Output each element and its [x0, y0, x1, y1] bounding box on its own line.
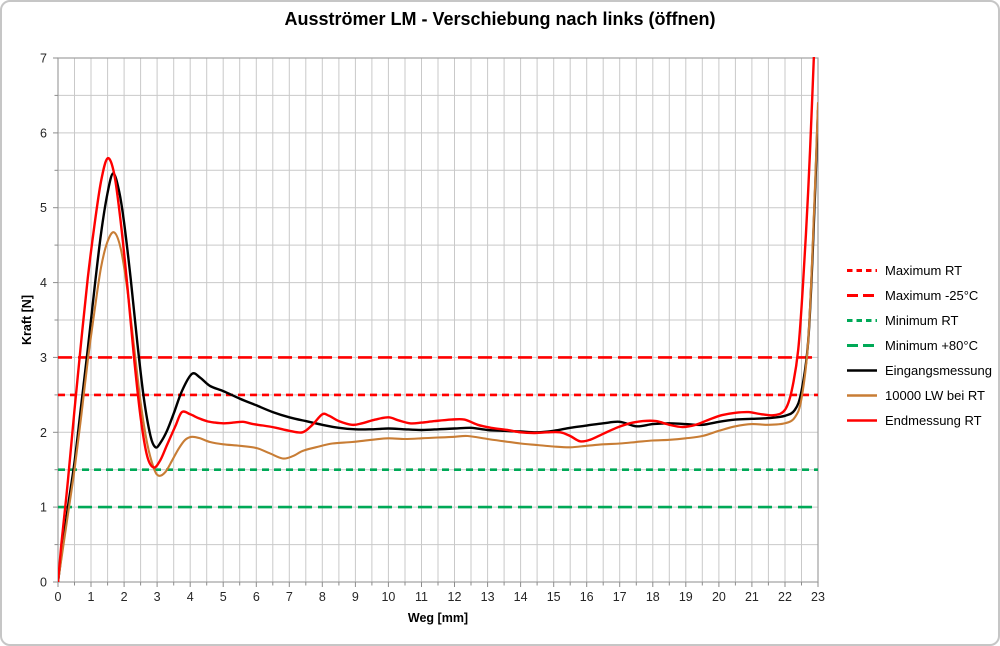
x-axis-title: Weg [mm] [407, 611, 469, 625]
axis-ticks [53, 57, 819, 587]
y-tick-label: 0 [40, 576, 47, 590]
y-tick-label: 4 [40, 276, 47, 290]
legend-marker-dashed-line [847, 319, 877, 322]
x-tick-label: 18 [646, 590, 660, 604]
x-tick-label: 4 [187, 590, 194, 604]
y-tick-label: 2 [40, 426, 47, 440]
x-tick-label: 22 [778, 590, 792, 604]
x-tick-label: 10 [381, 590, 395, 604]
series-line [58, 57, 816, 582]
y-tick-label: 3 [40, 351, 47, 365]
x-tick-label: 6 [253, 590, 260, 604]
chart-title: Ausströmer LM - Verschiebung nach links … [284, 9, 716, 29]
series-line [58, 109, 818, 582]
legend-item-minimum-plus80: Minimum +80°C [846, 333, 992, 358]
series-lines [58, 57, 818, 582]
y-tick-label: 7 [40, 52, 47, 66]
x-tick-label: 7 [286, 590, 293, 604]
legend-label: Maximum RT [885, 263, 963, 278]
x-tick-label: 20 [712, 590, 726, 604]
reference-lines [58, 356, 818, 509]
x-tick-label: 19 [679, 590, 693, 604]
axis-tick-labels: 0 1 2 3 4 5 6 7 8 9 10 11 12 13 14 15 16 17 18 19 20 21 22 2301… [40, 52, 825, 605]
y-tick-label: 6 [40, 126, 47, 140]
legend-label: Endmessung RT [885, 413, 982, 428]
x-tick-label: 21 [745, 590, 759, 604]
x-tick-label: 17 [613, 590, 627, 604]
x-tick-label: 15 [547, 590, 561, 604]
x-tick-label: 14 [514, 590, 528, 604]
x-tick-label: 12 [448, 590, 462, 604]
legend-label: Maximum -25°C [885, 288, 979, 303]
legend-marker-solid-line [847, 369, 877, 372]
x-tick-label: 8 [319, 590, 326, 604]
legend-label: 10000 LW bei RT [885, 388, 985, 403]
y-tick-label: 1 [40, 501, 47, 515]
x-tick-label: 0 [55, 590, 62, 604]
legend-marker-solid-line [847, 394, 877, 397]
legend-item-eingangsmessung: Eingangsmessung [846, 358, 992, 383]
legend-marker-solid-line [847, 419, 877, 422]
gridlines [57, 57, 819, 583]
x-tick-label: 1 [88, 590, 95, 604]
x-tick-label: 23 [811, 590, 825, 604]
x-tick-label: 16 [580, 590, 594, 604]
legend-marker-dashed-line [847, 294, 877, 297]
legend-item-maximum-rt: Maximum RT [846, 258, 992, 283]
legend-item-minimum-rt: Minimum RT [846, 308, 992, 333]
x-tick-label: 9 [352, 590, 359, 604]
x-tick-label: 2 [121, 590, 128, 604]
legend-label: Eingangsmessung [885, 363, 992, 378]
legend-label: Minimum RT [885, 313, 959, 328]
x-tick-label: 11 [415, 590, 428, 604]
legend-item-maximum-minus25: Maximum -25°C [846, 283, 992, 308]
legend-item-endmessung: Endmessung RT [846, 408, 992, 433]
legend: Maximum RT Maximum -25°C Minimum RT Mini… [846, 258, 992, 433]
y-tick-label: 5 [40, 201, 47, 215]
legend-item-10000-lw: 10000 LW bei RT [846, 383, 992, 408]
legend-label: Minimum +80°C [885, 338, 978, 353]
x-tick-label: 13 [481, 590, 495, 604]
x-tick-label: 3 [154, 590, 161, 604]
legend-marker-dashed-line [847, 269, 877, 272]
x-tick-label: 5 [220, 590, 227, 604]
legend-marker-dashed-line [847, 344, 877, 347]
